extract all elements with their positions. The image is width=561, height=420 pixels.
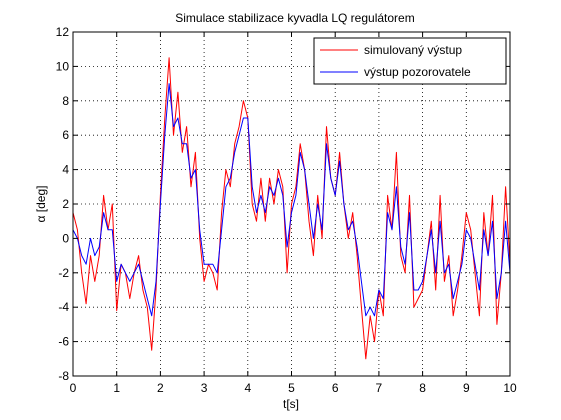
y-tick-label: 0 [62, 231, 69, 245]
y-tick-label: 10 [56, 59, 70, 73]
y-tick-label: -8 [58, 369, 69, 383]
x-tick-label: 3 [201, 381, 208, 395]
y-tick-label: 6 [62, 128, 69, 142]
series-layer [72, 57, 511, 360]
x-tick-label: 4 [244, 381, 251, 395]
x-tick-label: 5 [288, 381, 295, 395]
x-tick-label: 1 [113, 381, 120, 395]
y-tick-label: -6 [58, 335, 69, 349]
legend-label-simulated: simulovaný výstup [364, 43, 462, 57]
x-tick-label: 10 [503, 381, 517, 395]
x-tick-label: 0 [70, 381, 77, 395]
series-line-observer [72, 83, 511, 317]
y-tick-label: -2 [58, 266, 69, 280]
x-tick-label: 8 [419, 381, 426, 395]
y-tick-label: -4 [58, 300, 69, 314]
y-tick-label: 12 [56, 25, 70, 39]
x-tick-label: 6 [332, 381, 339, 395]
y-axis-label: α [deg] [34, 186, 48, 223]
legend: simulovaný výstup výstup pozorovatele [313, 37, 507, 85]
grid [73, 32, 510, 376]
legend-box [313, 37, 507, 85]
x-tick-label: 2 [157, 381, 164, 395]
y-tick-label: 2 [62, 197, 69, 211]
x-tick-label: 7 [376, 381, 383, 395]
x-tick-label: 9 [463, 381, 470, 395]
y-tick-label: 8 [62, 94, 69, 108]
chart-title: Simulace stabilizace kyvadla LQ reguláto… [175, 11, 414, 25]
legend-label-observer: výstup pozorovatele [364, 65, 471, 79]
x-axis-label: t[s] [283, 397, 299, 411]
y-tick-label: 4 [62, 163, 69, 177]
